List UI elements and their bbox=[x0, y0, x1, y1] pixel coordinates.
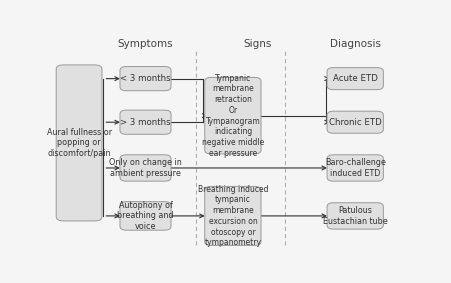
Text: > 3 months: > 3 months bbox=[120, 118, 171, 127]
Text: Breathing induced
tympanic
membrane
excursion on
otoscopy or
tympanometry: Breathing induced tympanic membrane excu… bbox=[198, 185, 268, 247]
Text: Only on change in
ambient pressure: Only on change in ambient pressure bbox=[109, 158, 182, 178]
FancyBboxPatch shape bbox=[205, 186, 261, 245]
Text: Patulous
Eustachian tube: Patulous Eustachian tube bbox=[323, 206, 387, 226]
FancyBboxPatch shape bbox=[120, 110, 171, 134]
Text: Aural fullness or
popping or
discomfort/pain: Aural fullness or popping or discomfort/… bbox=[46, 128, 112, 158]
FancyBboxPatch shape bbox=[327, 111, 383, 133]
FancyBboxPatch shape bbox=[205, 78, 261, 154]
FancyBboxPatch shape bbox=[327, 155, 383, 181]
FancyBboxPatch shape bbox=[327, 203, 383, 229]
Text: Symptoms: Symptoms bbox=[118, 39, 173, 49]
FancyBboxPatch shape bbox=[120, 202, 171, 230]
Text: Baro-challenge
induced ETD: Baro-challenge induced ETD bbox=[325, 158, 386, 178]
Text: Signs: Signs bbox=[243, 39, 272, 49]
FancyBboxPatch shape bbox=[327, 68, 383, 90]
Text: Tympanic
membrane
retraction
Or
Tympanogram
indicating
negative middle
ear press: Tympanic membrane retraction Or Tympanog… bbox=[202, 74, 264, 158]
Text: < 3 months: < 3 months bbox=[120, 74, 171, 83]
FancyBboxPatch shape bbox=[120, 67, 171, 91]
FancyBboxPatch shape bbox=[120, 155, 171, 181]
FancyBboxPatch shape bbox=[56, 65, 102, 221]
Text: Diagnosis: Diagnosis bbox=[330, 39, 381, 49]
Text: Autophony of
breathing and
voice: Autophony of breathing and voice bbox=[117, 201, 174, 231]
Text: Chronic ETD: Chronic ETD bbox=[329, 118, 382, 127]
Text: Acute ETD: Acute ETD bbox=[333, 74, 377, 83]
